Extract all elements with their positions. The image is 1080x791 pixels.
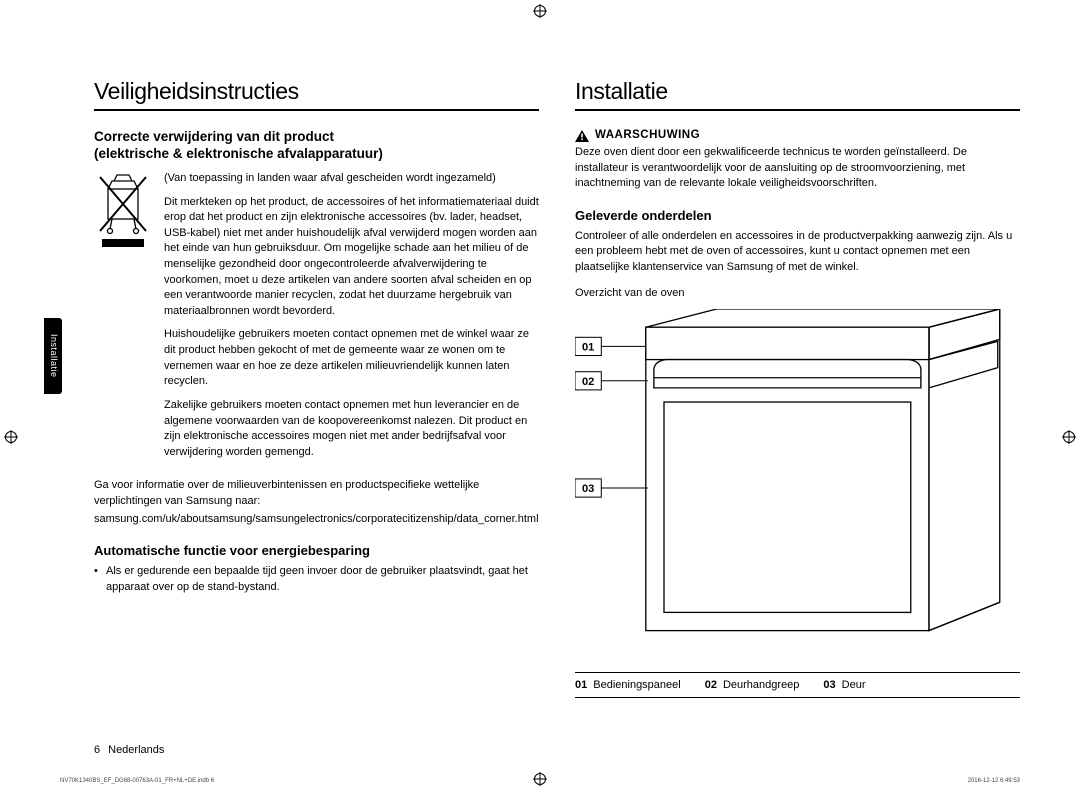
- print-meta-right: 2016-12-12 6:49:53: [968, 778, 1020, 784]
- disposal-intro: (Van toepassing in landen waar afval ges…: [164, 171, 539, 187]
- energy-bullet-text: Als er gedurende een bepaalde tijd geen …: [106, 564, 539, 595]
- energy-bullet: • Als er gedurende een bepaalde tijd gee…: [94, 564, 539, 595]
- legend-label-03: Deur: [842, 679, 866, 691]
- disposal-para-2: Huishoudelijke gebruikers moeten contact…: [164, 327, 539, 389]
- disposal-text: (Van toepassing in landen waar afval ges…: [164, 171, 539, 468]
- safety-heading: Veiligheidsinstructies: [94, 78, 539, 111]
- registration-mark-right: [1062, 430, 1076, 444]
- warning-label: WAARSCHUWING: [595, 129, 700, 141]
- side-tab: Installatie: [44, 318, 62, 394]
- svg-text:03: 03: [582, 483, 594, 495]
- page-content: Veiligheidsinstructies Correcte verwijde…: [94, 78, 1020, 750]
- callout-03: 03: [575, 479, 648, 497]
- page-footer: 6 Nederlands: [94, 744, 164, 756]
- page-number: 6: [94, 744, 100, 756]
- right-column: Installatie WAARSCHUWING Deze oven dient…: [575, 78, 1020, 750]
- print-meta-left: NV70K1340BS_EF_DG68-00763A-01_FR+NL+DE.i…: [60, 778, 214, 784]
- energy-heading: Automatische functie voor energiebespari…: [94, 543, 539, 558]
- callout-01: 01: [575, 338, 648, 356]
- left-column: Veiligheidsinstructies Correcte verwijde…: [94, 78, 539, 750]
- legend-item-02: 02 Deurhandgreep: [705, 679, 800, 691]
- registration-mark-left: [4, 430, 18, 444]
- svg-text:02: 02: [582, 376, 594, 388]
- legend-num-03: 03: [823, 679, 835, 691]
- legend-label-02: Deurhandgreep: [723, 679, 799, 691]
- env-para: Ga voor informatie over de milieuverbint…: [94, 478, 539, 509]
- parts-heading: Geleverde onderdelen: [575, 208, 1020, 223]
- legend-num-02: 02: [705, 679, 717, 691]
- warning-para: Deze oven dient door een gekwalificeerde…: [575, 145, 1020, 192]
- registration-mark-bottom: [533, 772, 547, 786]
- legend-label-01: Bedieningspaneel: [593, 679, 680, 691]
- legend-row: 01 Bedieningspaneel 02 Deurhandgreep 03 Deu…: [575, 672, 1020, 698]
- figure-caption: Overzicht van de oven: [575, 286, 1020, 302]
- install-heading: Installatie: [575, 78, 1020, 111]
- legend-item-01: 01 Bedieningspaneel: [575, 679, 681, 691]
- page-language: Nederlands: [108, 744, 164, 756]
- warning-row: WAARSCHUWING: [575, 129, 1020, 141]
- disposal-para-3: Zakelijke gebruikers moeten contact opne…: [164, 398, 539, 460]
- legend-item-03: 03 Deur: [823, 679, 865, 691]
- disposal-para-1: Dit merkteken op het product, de accesso…: [164, 195, 539, 320]
- disposal-subheading-2: (elektrische & elektronische afvalappara…: [94, 146, 539, 161]
- registration-mark-top: [533, 4, 547, 18]
- oven-figure: 01 02 03: [575, 309, 1020, 658]
- callout-02: 02: [575, 372, 648, 390]
- bullet-dot: •: [94, 564, 106, 595]
- disposal-subheading-1: Correcte verwijdering van dit product: [94, 129, 539, 144]
- oven-drawing: [646, 309, 1000, 631]
- weee-icon: [94, 171, 152, 249]
- svg-text:01: 01: [582, 342, 594, 354]
- env-url: samsung.com/uk/aboutsamsung/samsungelect…: [94, 512, 539, 528]
- warning-icon: [575, 129, 589, 141]
- disposal-block: (Van toepassing in landen waar afval ges…: [94, 171, 539, 468]
- parts-para: Controleer of alle onderdelen en accesso…: [575, 229, 1020, 276]
- legend-num-01: 01: [575, 679, 587, 691]
